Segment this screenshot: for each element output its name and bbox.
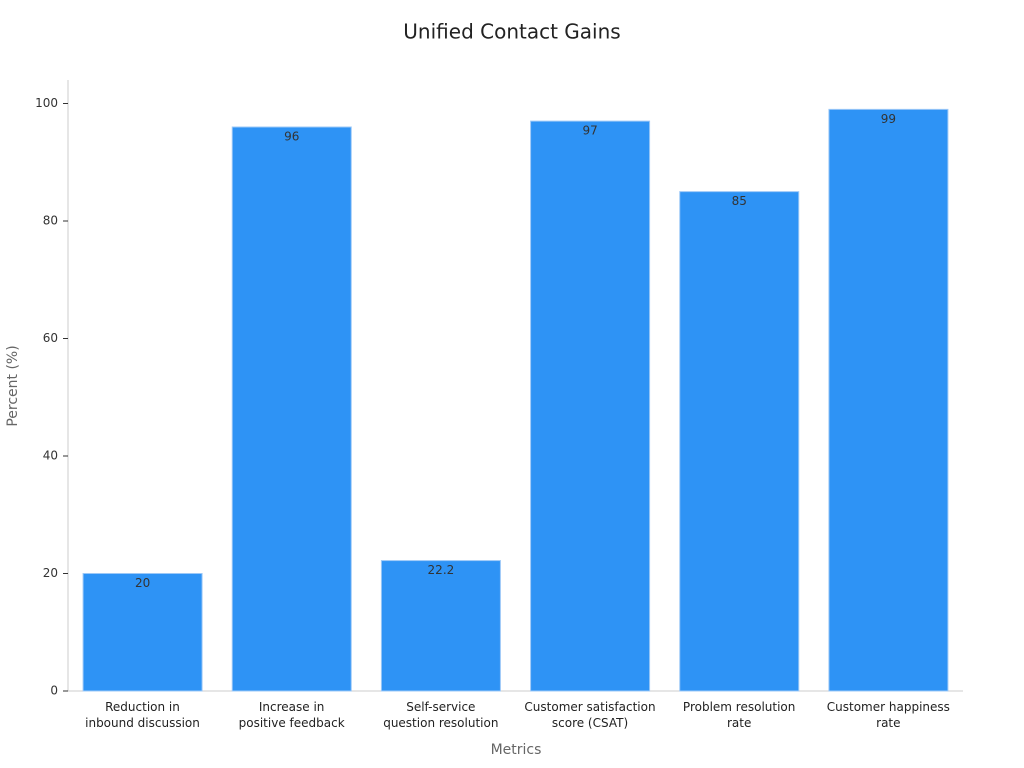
y-tick-label: 80 <box>43 214 58 228</box>
y-tick-label: 0 <box>50 684 58 698</box>
value-label: 96 <box>284 130 299 144</box>
bar <box>231 126 352 692</box>
value-label: 20 <box>135 576 150 590</box>
y-tick-label: 100 <box>35 96 58 110</box>
bar <box>679 191 800 692</box>
bar <box>530 120 651 692</box>
x-tick-label: Problem resolution rate <box>682 700 796 730</box>
y-tick-label: 20 <box>43 566 58 580</box>
x-tick-label: Increase in positive feedback <box>238 700 345 730</box>
x-tick-label: Customer satisfaction score (CSAT) <box>524 700 656 730</box>
bar <box>828 108 949 692</box>
value-label: 97 <box>582 124 597 138</box>
chart-title: Unified Contact Gains <box>403 20 620 44</box>
bar <box>380 560 501 692</box>
y-tick-label: 60 <box>43 331 58 345</box>
x-tick-label: Self-service question resolution <box>383 700 499 730</box>
bar <box>82 573 203 692</box>
value-label: 22.2 <box>428 563 455 577</box>
x-tick-label: Customer happiness rate <box>826 700 950 730</box>
x-axis-label: Metrics <box>491 742 542 758</box>
y-axis-label: Percent (%) <box>5 345 21 426</box>
value-label: 85 <box>732 194 747 208</box>
value-label: 99 <box>881 112 896 126</box>
x-tick-label: Reduction in inbound discussion <box>85 700 200 730</box>
y-tick-label: 40 <box>43 449 58 463</box>
